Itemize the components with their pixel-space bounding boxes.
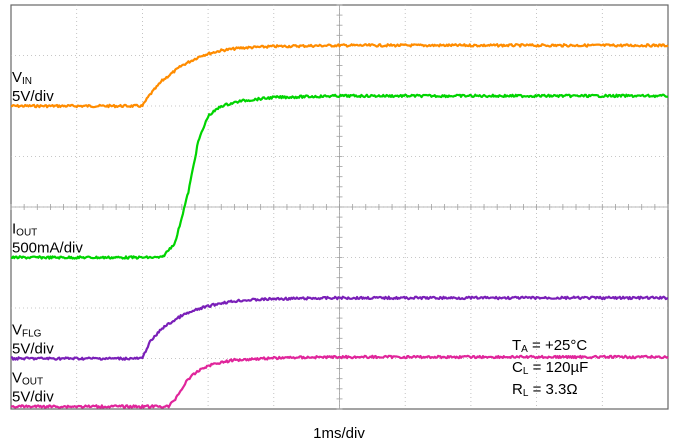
trace-iout (10, 93, 669, 260)
condition-sub: A (521, 344, 528, 355)
condition-rl: RL = 3.3Ω (512, 381, 578, 399)
condition-sub: L (523, 366, 529, 377)
channel-name-sub-vout: OUT (22, 376, 43, 387)
condition-value: = +25°C (528, 337, 588, 354)
channel-name-sub-vflg: FLG (22, 329, 42, 340)
channel-scale-vout: 5V/div (12, 388, 54, 405)
x-axis-label: 1ms/div (313, 425, 365, 442)
conditions-box: TA = +25°C CL = 120µF RL = 3.3Ω (512, 337, 588, 399)
channel-name-sub-vin: IN (22, 76, 32, 87)
condition-sub: L (523, 388, 529, 399)
condition-ta: TA = +25°C (512, 337, 587, 355)
trace-vin (10, 43, 669, 109)
condition-value: = 3.3Ω (528, 381, 577, 398)
channel-name-sub-iout: OUT (16, 228, 37, 239)
trace-vflg (10, 295, 669, 361)
grid (10, 4, 669, 410)
condition-value: = 120µF (528, 359, 588, 376)
channel-scale-vin: 5V/div (12, 88, 54, 105)
channel-scale-vflg: 5V/div (12, 341, 54, 358)
condition-cl: CL = 120µF (512, 359, 588, 377)
channel-scale-iout: 500mA/div (12, 240, 83, 257)
traces (10, 43, 669, 409)
trace-vout (10, 354, 669, 409)
